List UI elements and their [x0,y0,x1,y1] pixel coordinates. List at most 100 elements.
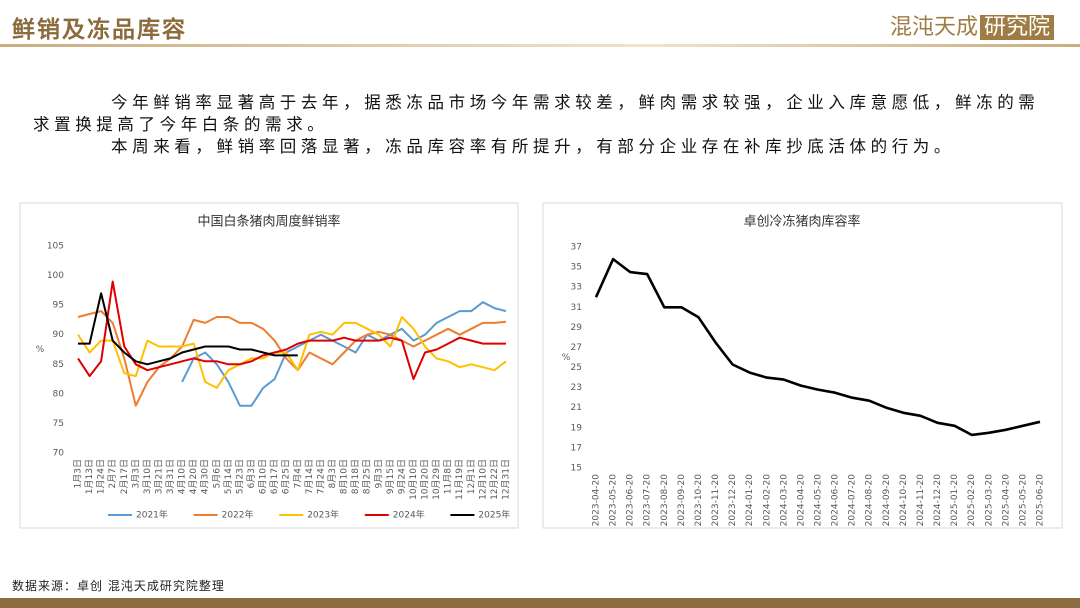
y-tick-label: 27 [571,343,582,353]
logo-box: 研究院 [979,15,1054,40]
chart-title: 卓创冷冻猪肉库容率 [743,214,860,230]
x-tick-label: 4月10日 [177,459,188,494]
x-tick-label: 2023-08-20 [660,474,670,527]
y-tick-label: 70 [53,449,65,459]
x-tick-label: 2023-09-20 [677,474,687,527]
x-tick-label: 2024-09-20 [882,474,892,527]
x-tick-label: 2025-04-20 [1001,474,1011,527]
y-tick-label: 100 [47,271,64,281]
x-tick-label: 2024-08-20 [865,474,875,527]
x-tick-label: 10月20日 [420,459,431,500]
x-tick-label: 2024-05-20 [814,474,824,527]
y-axis-label: % [36,345,45,355]
y-tick-label: 31 [571,303,582,313]
x-tick-label: 8月3日 [327,459,338,488]
data-line [181,301,507,407]
y-axis-label: % [562,353,571,363]
data-line [77,280,506,381]
y-tick-label: 17 [571,443,582,453]
x-tick-label: 2月7日 [107,459,118,488]
x-tick-label: 2024-07-20 [848,474,858,527]
y-tick-label: 37 [571,243,582,253]
x-tick-label: 2024-02-20 [762,474,772,527]
x-tick-label: 2025-05-20 [1018,474,1028,527]
y-tick-label: 90 [53,330,65,340]
x-tick-label: 10月29日 [431,459,442,500]
x-tick-label: 12月22日 [489,459,500,500]
x-tick-label: 2023-05-20 [609,474,619,527]
x-tick-label: 2023-07-20 [643,474,653,527]
x-tick-label: 11月19日 [454,459,465,500]
y-tick-label: 80 [53,389,65,399]
data-line [77,310,507,407]
x-tick-label: 7月14日 [304,459,315,494]
x-tick-label: 11月8日 [443,459,454,494]
legend-label: 2022年 [222,509,254,521]
logo-text: 混沌天成 [889,15,978,40]
header-line [0,44,1080,47]
data-line [77,316,507,389]
x-tick-label: 2024-12-20 [933,474,943,527]
x-tick-label: 3月21日 [153,459,164,494]
x-tick-label: 9月15日 [385,459,396,494]
x-tick-label: 6月3日 [246,459,257,488]
x-tick-label: 2月17日 [119,459,130,494]
y-tick-label: 19 [571,423,583,433]
x-tick-label: 1月24日 [96,459,107,494]
x-tick-label: 10月10日 [408,459,419,500]
x-tick-label: 5月6日 [211,459,222,488]
y-tick-label: 29 [571,323,583,333]
legend-label: 2021年 [136,509,168,521]
x-tick-label: 2024-06-20 [831,474,841,527]
x-tick-label: 7月24日 [315,459,326,494]
y-tick-label: 15 [571,464,582,474]
x-tick-label: 9月3日 [373,459,384,488]
paragraph: 今年鲜销率显著高于去年，据悉冻品市场今年需求较差，鲜肉需求较强，企业入库意愿低，… [33,93,1040,134]
x-tick-label: 3月31日 [165,459,176,494]
y-tick-label: 33 [571,283,582,293]
data-line [594,257,1041,437]
x-tick-label: 2024-01-20 [745,474,755,527]
x-tick-label: 2025-06-20 [1036,474,1046,527]
logo: 混沌天成 研究院 [890,9,1054,41]
legend-label: 2024年 [393,509,425,521]
y-tick-label: 35 [571,263,582,273]
x-tick-label: 2023-04-20 [592,474,602,527]
x-tick-label: 7月4日 [292,459,303,488]
page-title: 鲜销及冻品库容 [12,17,187,43]
x-tick-label: 6月10日 [258,459,269,494]
x-tick-label: 2024-11-20 [916,474,926,527]
chart-frame [19,202,519,529]
x-tick-label: 2023-11-20 [711,474,721,527]
y-tick-label: 105 [47,242,64,252]
y-tick-label: 25 [571,363,582,373]
y-tick-label: 75 [53,419,64,429]
x-tick-label: 2023-12-20 [728,474,738,527]
x-tick-label: 2024-04-20 [796,474,806,527]
x-tick-label: 3月10日 [142,459,153,494]
x-tick-label: 2025-02-20 [967,474,977,527]
data-line [78,292,298,366]
x-tick-label: 9月24日 [396,459,407,494]
paragraph: 本周来看，鲜销率回落显著，冻品库容率有所提升，有部分企业存在补库抄底活体的行为。 [111,137,955,156]
footer-bar [0,598,1080,608]
source: 数据来源：卓创 混沌天成研究院整理 [12,579,225,593]
x-tick-label: 3月3日 [130,459,141,488]
x-tick-label: 12月1日 [466,459,477,494]
x-tick-label: 5月23日 [234,459,245,494]
x-tick-label: 8月18日 [350,459,361,494]
x-tick-label: 6月17日 [269,459,280,494]
legend-label: 2023年 [307,509,339,521]
x-tick-label: 1月13日 [84,459,95,494]
x-tick-label: 2024-03-20 [779,474,789,527]
x-tick-label: 12月31日 [501,459,512,500]
x-tick-label: 6月25日 [281,459,292,494]
x-tick-label: 4月20日 [188,459,199,494]
y-tick-label: 23 [571,383,582,393]
x-tick-label: 1月3日 [73,459,84,488]
x-tick-label: 2025-03-20 [984,474,994,527]
x-tick-label: 8月10日 [339,459,350,494]
x-tick-label: 2024-10-20 [899,474,909,527]
